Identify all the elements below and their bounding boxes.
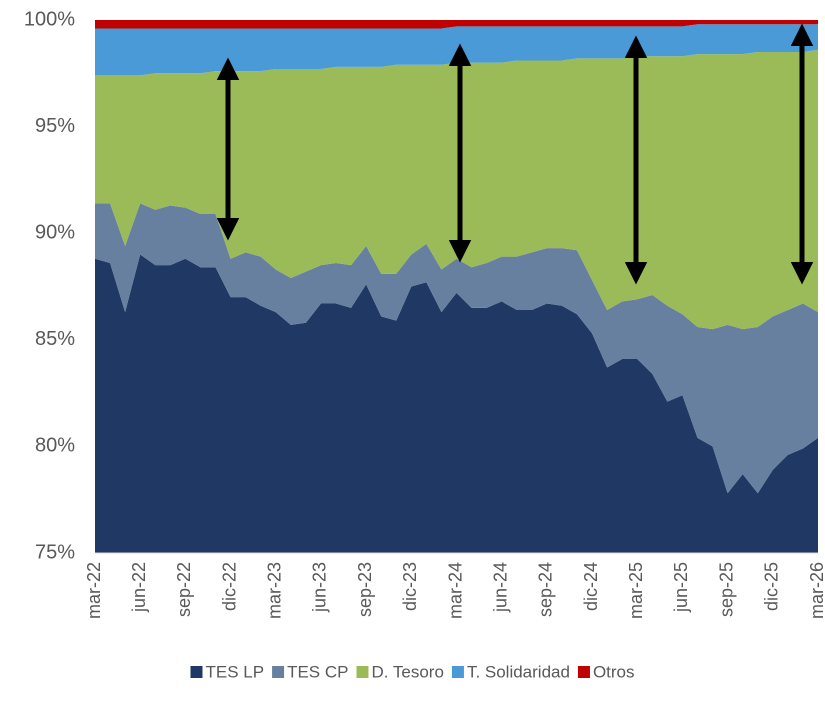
x-tick-label: mar-26 — [807, 562, 825, 619]
area — [95, 254, 818, 553]
y-tick-label: 75% — [35, 541, 75, 563]
x-tick-label: jun-24 — [490, 562, 510, 613]
area — [95, 20, 818, 29]
legend: TES LP TES CP D. Tesoro T. Solidaridad Otros — [190, 662, 635, 681]
legend-label: T. Solidaridad — [467, 662, 570, 681]
x-tick-label: mar-22 — [84, 562, 104, 619]
x-tick-label: jun-22 — [129, 562, 149, 613]
x-tick-label: dic-22 — [219, 562, 239, 611]
y-tick-label: 85% — [35, 328, 75, 350]
x-tick-label: sep-23 — [355, 562, 375, 617]
x-tick-label: dic-25 — [762, 562, 782, 611]
legend-swatch — [190, 666, 203, 678]
x-tick-label: jun-25 — [671, 562, 691, 613]
x-tick-label: mar-23 — [265, 562, 285, 619]
legend-swatch — [577, 666, 590, 678]
legend-swatch — [451, 666, 464, 678]
x-tick-label: mar-25 — [626, 562, 646, 619]
annotations — [216, 23, 814, 285]
x-tick-label: dic-24 — [581, 562, 601, 611]
y-tick-label: 95% — [35, 115, 75, 137]
x-tick-label: mar-24 — [445, 562, 465, 619]
legend-label: D. Tesoro — [371, 662, 443, 681]
legend-label: TES CP — [287, 662, 348, 681]
x-tick-label: sep-22 — [174, 562, 194, 617]
y-tick-label: 90% — [35, 221, 75, 243]
legend-label: TES LP — [205, 662, 264, 681]
x-tick-label: jun-23 — [310, 562, 330, 613]
legend-swatch — [272, 666, 285, 678]
area — [95, 203, 818, 494]
legend-label: Otros — [593, 662, 635, 681]
x-tick-label: dic-23 — [400, 562, 420, 611]
x-tick-label: sep-25 — [716, 562, 736, 617]
x-tick-label: sep-24 — [536, 562, 556, 617]
y-tick-label: 100% — [24, 8, 75, 30]
plot-area — [95, 20, 818, 553]
y-tick-label: 80% — [35, 435, 75, 457]
legend-swatch — [356, 666, 369, 678]
